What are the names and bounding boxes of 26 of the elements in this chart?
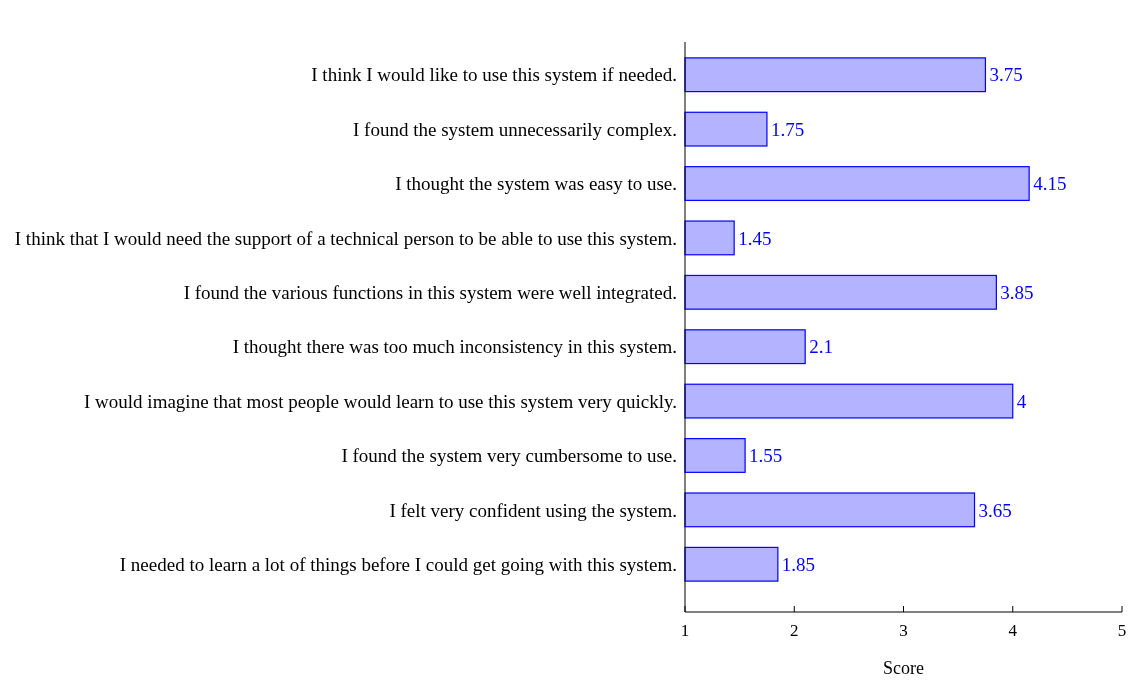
x-tick-label: 4 <box>1008 621 1018 640</box>
data-label: 3.75 <box>989 64 1023 86</box>
y-tick-label: I think that I would need the support of a technical person to be able to use this system. <box>14 227 677 249</box>
x-tick-label: 1 <box>680 621 690 640</box>
data-label: 1.85 <box>781 553 816 575</box>
x-tick-label: 2 <box>790 621 799 640</box>
data-label: 3.85 <box>1000 281 1034 303</box>
x-tick-label: 5 <box>1117 621 1127 640</box>
data-label: 1.55 <box>749 445 783 467</box>
x-tick-label: 3 <box>899 621 908 640</box>
data-label: 1.45 <box>738 227 772 249</box>
y-tick-label: I would imagine that most people would learn to use this system very quickly. <box>84 390 677 412</box>
data-label: 3.65 <box>978 499 1012 521</box>
data-label: 1.75 <box>770 118 805 140</box>
data-label: 4 <box>1016 390 1027 412</box>
y-tick-label: I found the system very cumbersome to use. <box>341 445 677 467</box>
y-tick-label: I thought the system was easy to use. <box>395 173 677 195</box>
y-tick-label: I found the system unnecessarily complex. <box>353 118 677 140</box>
y-tick-label: I needed to learn a lot of things before I could get going with this system. <box>119 553 677 575</box>
y-tick-label: I thought there was too much inconsistency in this system. <box>232 336 677 358</box>
data-label: 4.15 <box>1033 173 1067 195</box>
y-tick-label: I found the various functions in this system were well integrated. <box>183 281 677 303</box>
x-axis-title: Score <box>883 658 924 678</box>
y-tick-label: I felt very confident using the system. <box>389 499 677 521</box>
data-label: 2.1 <box>809 336 833 358</box>
y-tick-label: I think I would like to use this system if needed. <box>311 64 677 86</box>
